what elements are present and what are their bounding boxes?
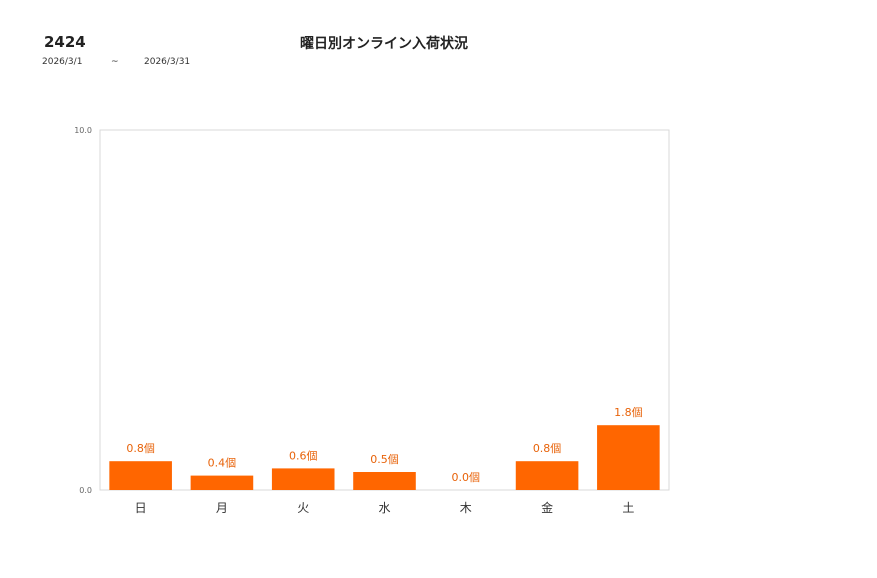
y-tick-label: 10.0 (74, 126, 92, 135)
date-to: 2026/3/31 (144, 57, 191, 67)
x-tick-label: 月 (216, 501, 228, 515)
data-label: 0.6個 (289, 449, 318, 462)
date-separator: ~ (111, 57, 119, 67)
data-label: 0.0個 (452, 471, 481, 484)
data-label: 0.8個 (126, 442, 155, 455)
bar (271, 468, 335, 490)
x-tick-label: 日 (135, 501, 147, 515)
bar (190, 475, 254, 490)
bar (597, 425, 660, 490)
x-tick-label: 金 (541, 500, 553, 515)
x-tick-label: 火 (297, 501, 309, 515)
y-tick-label: 0.0 (79, 486, 92, 495)
data-label: 0.5個 (370, 453, 399, 466)
bar (515, 461, 579, 490)
bar (109, 461, 172, 490)
chart-title: 曜日別オンライン入荷状況 (300, 36, 468, 52)
data-label: 1.8個 (614, 406, 643, 419)
data-label: 0.4個 (208, 457, 237, 470)
bar (353, 472, 416, 490)
item-code: 2424 (44, 33, 86, 51)
x-tick-label: 水 (378, 501, 390, 515)
plot-area (99, 129, 670, 491)
x-tick-label: 土 (622, 501, 634, 515)
x-tick-label: 木 (460, 501, 472, 515)
date-from: 2026/3/1 (42, 57, 83, 67)
data-label: 0.8個 (533, 442, 562, 455)
